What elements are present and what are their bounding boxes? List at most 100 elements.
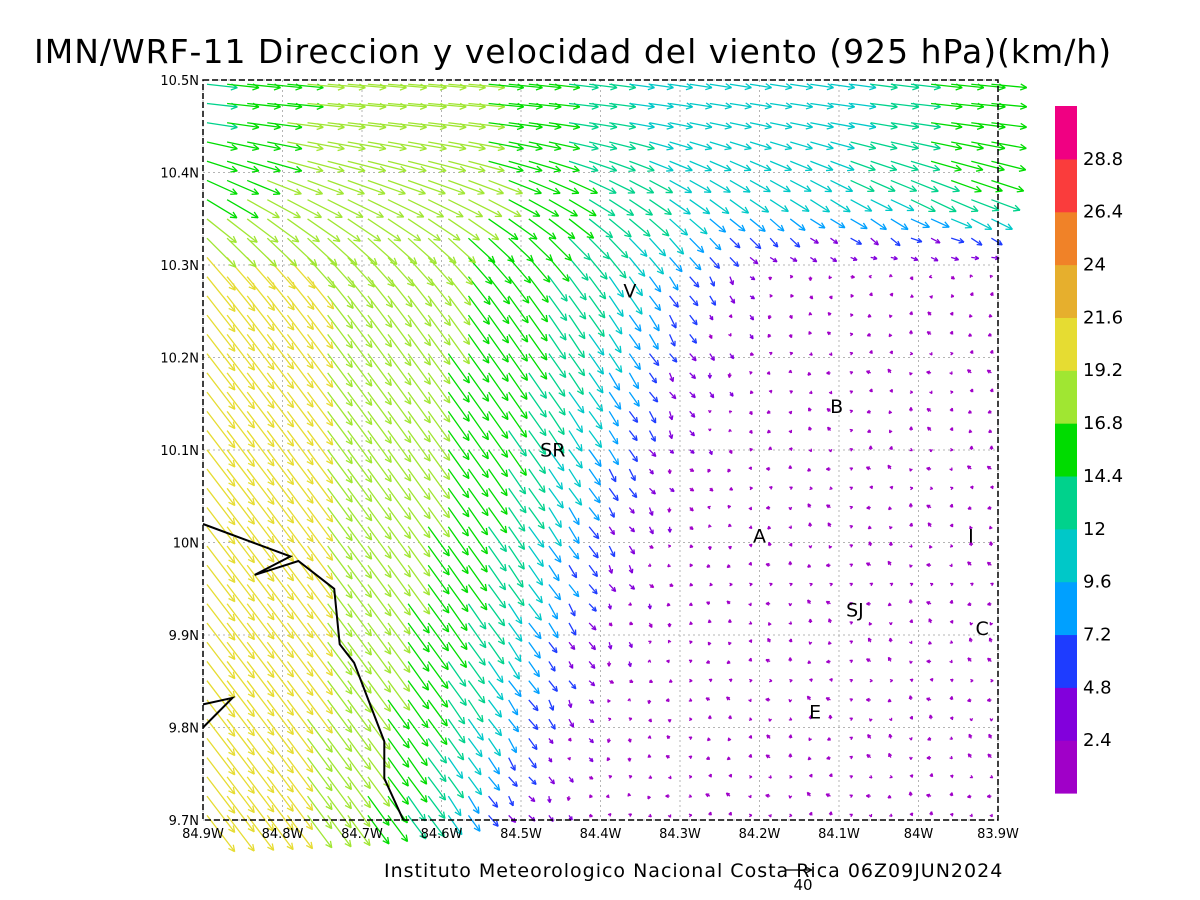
wind-vector xyxy=(347,449,373,483)
wind-vector xyxy=(926,697,932,702)
wind-vector xyxy=(327,160,366,173)
wind-vector xyxy=(226,795,255,833)
wind-vector xyxy=(628,218,651,237)
wind-vector xyxy=(767,622,772,626)
wind-vector xyxy=(607,642,613,650)
wind-vector xyxy=(726,660,731,665)
wind-vector xyxy=(266,487,295,524)
wind-vector xyxy=(709,256,721,269)
wind-vector xyxy=(387,776,409,805)
wind-vector xyxy=(307,757,333,792)
wind-vector xyxy=(467,487,489,517)
wind-vector xyxy=(950,390,954,394)
wind-vector xyxy=(991,199,1021,212)
wind-vector xyxy=(488,738,502,757)
wind-vector xyxy=(969,485,974,490)
wind-vector xyxy=(246,757,275,794)
wind-vector xyxy=(969,813,973,818)
wind-vector xyxy=(307,661,333,696)
wind-vector xyxy=(849,698,854,702)
wind-vector xyxy=(327,199,364,218)
wind-vector xyxy=(930,237,941,244)
wind-vector xyxy=(749,160,772,172)
wind-vector xyxy=(627,661,632,668)
wind-vector xyxy=(810,256,818,263)
wind-vector xyxy=(767,333,772,338)
wind-vector xyxy=(669,218,689,236)
wind-vector xyxy=(226,814,255,852)
wind-vector xyxy=(689,372,697,380)
wind-vector xyxy=(729,391,734,397)
wind-vector xyxy=(766,429,771,434)
colorbar-swatch xyxy=(1055,211,1077,266)
wind-vector xyxy=(568,449,583,469)
wind-vector xyxy=(627,698,631,702)
wind-vector xyxy=(991,237,1003,246)
wind-vector xyxy=(990,582,994,587)
wind-vector xyxy=(226,680,255,718)
wind-vector xyxy=(967,753,972,759)
wind-vector xyxy=(286,333,314,370)
wind-vector xyxy=(548,661,556,672)
wind-vector xyxy=(669,160,693,172)
wind-vector xyxy=(467,564,488,592)
wind-vector xyxy=(908,330,914,335)
wind-vector xyxy=(769,678,773,683)
wind-vector xyxy=(508,410,528,438)
wind-vector xyxy=(689,621,693,625)
wind-vector xyxy=(790,141,813,151)
wind-vector xyxy=(226,218,258,243)
wind-vector xyxy=(810,160,834,172)
wind-vector xyxy=(528,603,542,621)
wind-vector xyxy=(828,714,833,720)
wind-vector xyxy=(928,274,933,279)
wind-vector xyxy=(307,179,345,196)
wind-vector xyxy=(628,257,646,277)
wind-vector xyxy=(548,160,580,173)
wind-vector xyxy=(568,237,591,261)
wind-vector xyxy=(949,599,954,604)
wind-vector xyxy=(508,276,530,304)
x-tick-label: 84.4W xyxy=(580,827,622,842)
wind-vector xyxy=(608,199,635,217)
wind-vector xyxy=(548,430,565,454)
wind-vector xyxy=(608,276,625,298)
wind-vector xyxy=(706,601,711,606)
wind-vector xyxy=(307,814,333,849)
wind-vector xyxy=(286,391,314,427)
wind-vector xyxy=(327,468,353,503)
wind-vector xyxy=(367,738,391,769)
wind-vector xyxy=(427,757,447,783)
wind-vector xyxy=(246,276,276,312)
wind-vector xyxy=(888,314,893,319)
x-tick-label: 84.5W xyxy=(500,827,542,842)
wind-vector xyxy=(548,526,562,547)
wind-vector xyxy=(387,699,410,730)
wind-vector xyxy=(807,467,811,472)
wind-vector xyxy=(669,391,677,400)
wind-vector xyxy=(628,602,633,606)
colorbar-label: 28.8 xyxy=(1083,149,1123,170)
wind-vector xyxy=(286,584,314,620)
wind-vector xyxy=(226,757,255,794)
wind-vector xyxy=(966,369,972,374)
wind-vector xyxy=(890,218,909,231)
wind-vector xyxy=(307,449,334,485)
wind-vector xyxy=(387,738,410,768)
wind-vector xyxy=(286,314,314,350)
wind-vector xyxy=(447,372,470,403)
wind-vector xyxy=(588,295,606,319)
wind-vector xyxy=(307,333,334,369)
wind-vector xyxy=(387,237,418,265)
wind-vector xyxy=(287,179,324,196)
wind-vector xyxy=(327,430,353,465)
wind-vector xyxy=(627,792,632,797)
wind-vector xyxy=(748,466,753,471)
wind-vector xyxy=(865,793,871,799)
wind-vector xyxy=(768,775,772,779)
wind-vector xyxy=(669,583,674,587)
wind-vector xyxy=(508,314,529,343)
wind-vector xyxy=(949,427,954,431)
wind-vector xyxy=(347,738,372,771)
